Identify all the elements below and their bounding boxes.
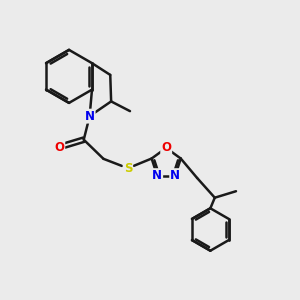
Text: O: O [161, 141, 171, 154]
Text: S: S [124, 162, 132, 175]
Text: N: N [170, 169, 180, 182]
Text: N: N [85, 110, 94, 123]
Text: N: N [152, 169, 162, 182]
Text: O: O [54, 141, 64, 154]
